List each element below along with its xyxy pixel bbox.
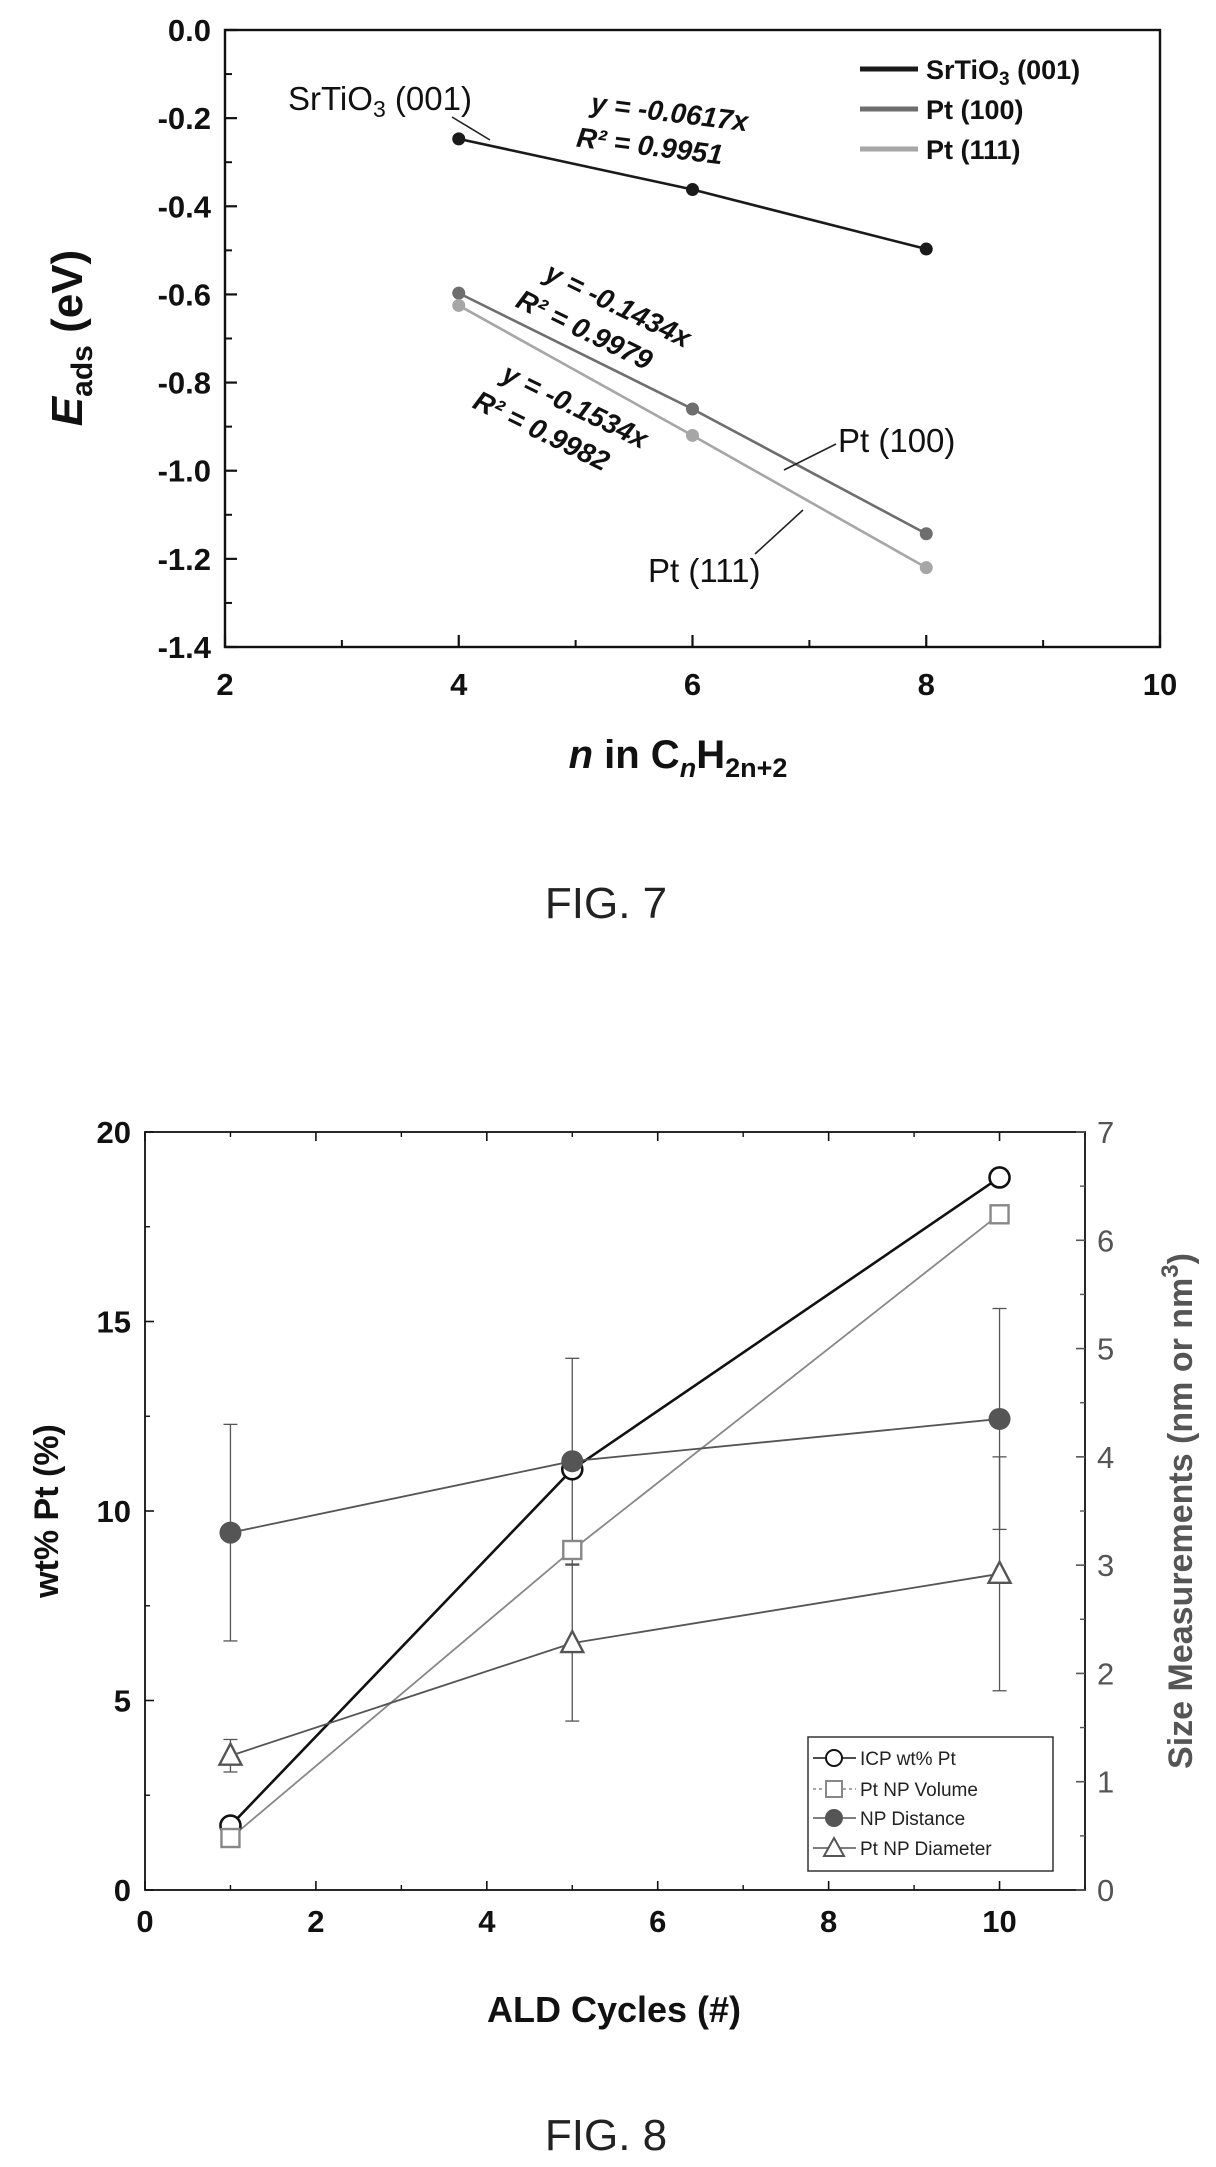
fig8-x-tick-label: 10 — [982, 1904, 1016, 1939]
fig7-data-point-srtio3-001 — [686, 183, 699, 197]
fig8-data-point-np-distance — [561, 1450, 584, 1473]
fig8-data-point-np-distance — [988, 1407, 1011, 1430]
fig7-data-point-pt-111 — [452, 298, 466, 312]
fig7-y-tick-label: -0.4 — [158, 189, 212, 224]
fig8-right-y-tick-label: 6 — [1097, 1223, 1114, 1258]
fig8-series-line-pt-np-diameter — [230, 1572, 1000, 1757]
fig7-y-tick-label: -1.4 — [158, 630, 212, 665]
fig7-caption: FIG. 7 — [545, 879, 667, 928]
fig8-right-y-tick-label: 0 — [1097, 1873, 1114, 1908]
fig7-data-point-pt-100 — [919, 527, 933, 541]
fig8-data-point-np-distance — [219, 1521, 242, 1544]
fig8-x-axis-label: ALD Cycles (#) — [487, 1989, 741, 2030]
fig7-y-tick-label: -0.2 — [158, 101, 211, 136]
legend-marker-open-circle — [825, 1749, 843, 1767]
annotation-leader-pt111 — [754, 509, 804, 555]
fig8-legend-entry-icp: ICP wt% Pt — [813, 1749, 956, 1770]
legend-marker-filled-circle — [825, 1809, 843, 1827]
fig7-data-point-pt-100 — [452, 286, 466, 300]
fig7-x-tick-label: 2 — [216, 667, 233, 702]
fig8-right-y-tick-label: 4 — [1097, 1440, 1114, 1475]
fig7-y-axis-label: Eads (eV) — [43, 250, 99, 426]
fig8-data-point-pt-np-diameter — [559, 1628, 586, 1654]
fig8-left-y-tick-label: 0 — [114, 1873, 131, 1908]
fig8-left-y-tick-label: 15 — [97, 1305, 131, 1340]
fig7-data-point-pt-100 — [686, 402, 699, 416]
fig8-legend: ICP wt% Pt Pt NP Volume NP Distance Pt N… — [807, 1736, 1054, 1872]
fig7-y-tick-label: -0.6 — [158, 277, 211, 312]
fig7-legend-label-pt111: Pt (111) — [926, 135, 1021, 165]
fig8-right-y-tick-label: 5 — [1097, 1332, 1114, 1367]
fig8-legend-entry-diameter: Pt NP Diameter — [813, 1835, 992, 1860]
fig7-x-tick-label: 6 — [684, 667, 701, 702]
legend-marker-open-triangle — [822, 1835, 846, 1857]
fig7-y-tick-label: -1.2 — [158, 542, 211, 577]
fig8-legend-entry-volume: Pt NP Volume — [813, 1780, 978, 1801]
fig7-x-axis-label: n in CnH2n+2 — [569, 733, 788, 783]
annotation-pt100: Pt (100) — [838, 422, 955, 459]
fig8-right-y-tick-label: 7 — [1097, 1115, 1114, 1150]
fig8-x-tick-label: 0 — [136, 1904, 153, 1939]
fig7-x-tick-label: 8 — [918, 667, 935, 702]
fig7-data-point-srtio3-001 — [919, 242, 933, 256]
fig8-chart: 0 2 4 6 8 10 0 5 10 15 20 0 1 2 3 4 5 6 7 wt% Pt (%) Size … — [28, 1115, 1200, 2160]
fig8-right-y-tick-label: 3 — [1097, 1548, 1114, 1583]
fig8-data-point-pt-np-volume — [989, 1204, 1010, 1225]
fig8-x-tick-label: 6 — [649, 1904, 666, 1939]
fig8-left-y-tick-label: 10 — [97, 1494, 131, 1529]
fig7-x-tick-label: 10 — [1143, 667, 1177, 702]
fig7-data-point-srtio3-001 — [452, 132, 466, 146]
fig7-legend-label-srtio3: SrTiO3 (001) — [926, 55, 1080, 90]
fig8-legend-entry-distance: NP Distance — [813, 1809, 965, 1830]
fig8-x-tick-label: 4 — [478, 1904, 496, 1939]
fig7-data-point-pt-111 — [919, 561, 933, 575]
fig7-chart: 2 4 6 8 10 0.0 -0.2 -0.4 -0.6 -0.8 -1.0 -1.2 -1.4 Ea… — [43, 13, 1177, 928]
fig8-left-y-tick-label: 20 — [97, 1115, 131, 1150]
fig7-annotations: SrTiO3 (001) Pt (100) Pt (111) y = -0.06… — [288, 80, 955, 589]
fig7-y-tick-label: -1.0 — [158, 454, 211, 489]
legend-label-icp: ICP wt% Pt — [860, 1749, 956, 1770]
fig8-data-point-icp-wt-pt — [988, 1166, 1011, 1189]
legend-label-diameter: Pt NP Diameter — [860, 1839, 992, 1860]
fig7-data-point-pt-111 — [686, 428, 699, 442]
annotation-leader-srtio3 — [451, 116, 491, 141]
fig7-x-tick-label: 4 — [450, 667, 468, 702]
fig8-right-y-tick-label: 1 — [1097, 1765, 1114, 1800]
fig8-right-y-tick-label: 2 — [1097, 1656, 1114, 1691]
fig8-data-point-pt-np-diameter — [986, 1559, 1013, 1585]
fig8-x-tick-label: 2 — [307, 1904, 324, 1939]
annotation-pt111: Pt (111) — [648, 552, 761, 589]
fig8-data-point-pt-np-volume — [562, 1539, 583, 1561]
fig8-caption: FIG. 8 — [545, 2111, 667, 2160]
legend-marker-open-square — [825, 1780, 843, 1798]
fig8-data-point-pt-np-diameter — [217, 1741, 244, 1766]
legend-label-distance: NP Distance — [860, 1809, 965, 1830]
fig7-legend: SrTiO3 (001) Pt (100) Pt (111) — [860, 55, 1080, 165]
fig8-data-point-pt-np-volume — [220, 1827, 241, 1849]
fig8-series-line-icp-wt-pt — [229, 1176, 1001, 1827]
fig8-left-y-tick-label: 5 — [114, 1684, 131, 1719]
fig8-x-tick-label: 8 — [820, 1904, 837, 1939]
legend-label-volume: Pt NP Volume — [860, 1780, 978, 1801]
annotation-leader-pt100 — [783, 443, 837, 471]
annotation-srtio3: SrTiO3 (001) — [288, 80, 472, 122]
fig7-legend-label-pt100: Pt (100) — [926, 95, 1024, 125]
fig7-y-tick-label: 0.0 — [168, 13, 211, 48]
fig8-left-y-axis-label: wt% Pt (%) — [28, 1424, 66, 1599]
fig7-y-tick-label: -0.8 — [158, 366, 211, 401]
fig8-right-y-axis-label: Size Measurements (nm or nm3) — [1157, 1253, 1200, 1769]
